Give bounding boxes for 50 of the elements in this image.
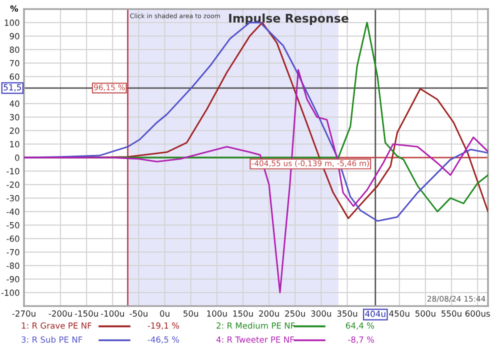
chart-title: Impulse Response <box>229 14 348 25</box>
y-tick-label: 60 <box>10 74 20 80</box>
y-tick-label: -90 <box>6 276 20 282</box>
x-tick-label: 100u <box>207 310 227 317</box>
x-tick-label: 150u <box>233 310 253 317</box>
y-tick-label: -80 <box>6 262 20 269</box>
legend-label: 4: R Tweeter PE NF <box>216 336 294 343</box>
y-tick-label: -20 <box>6 182 20 188</box>
x-tick-label: 300u <box>311 310 332 317</box>
y-tick-label: 100 <box>4 20 20 26</box>
ref-line-label: 51,5 <box>4 84 21 92</box>
x-tick-label: 0u <box>160 310 170 317</box>
y-tick-label: 80 <box>10 46 20 53</box>
y-tick-label: 90 <box>10 33 20 40</box>
legend-label: 1: R Grave PE NF <box>22 322 92 329</box>
text: 64,4 % <box>346 322 374 330</box>
y-tick-label: -10 <box>6 168 20 174</box>
x-tick-label: 250u <box>285 310 305 317</box>
ref-line-label: 404u <box>365 310 386 317</box>
y-tick-label: -60 <box>6 236 20 242</box>
y-tick-label: -30 <box>6 195 20 202</box>
legend-label: 3: R Sub PE NF <box>22 336 82 343</box>
x-tick-label: 200u <box>259 310 279 317</box>
y-axis-title: % <box>10 5 18 12</box>
x-tick-label: -150u <box>74 310 98 317</box>
y-tick-label: -50 <box>6 222 20 228</box>
x-tick-label: -270u <box>12 310 36 317</box>
y-tick-label: -70 <box>6 249 20 256</box>
text: -8,7 % <box>348 336 374 344</box>
y-tick-label: -40 <box>6 208 20 215</box>
y-tick-label: 20 <box>10 128 20 134</box>
y-tick-label: 10 <box>10 141 20 148</box>
x-tick-label: -50u <box>130 310 148 317</box>
y-tick-label: -100 <box>1 290 20 296</box>
text: -46,5 % <box>148 336 180 344</box>
x-tick-label: -100u <box>100 310 124 317</box>
x-tick-label: 550u <box>442 310 462 317</box>
x-tick-label: 500u <box>415 310 436 317</box>
y-tick-label: 40 <box>10 100 20 107</box>
x-tick-label: 600us <box>465 310 490 317</box>
y-tick-label: 70 <box>10 60 20 66</box>
y-tick-label: 30 <box>10 114 20 120</box>
x-tick-label: 50u <box>184 310 198 317</box>
legend-label: 2: R Medium PE NF <box>216 322 295 329</box>
y-tick-label: 0 <box>15 154 20 161</box>
text: -19,1 % <box>148 322 180 330</box>
x-tick-label: 450u <box>389 310 410 317</box>
line-series <box>24 69 488 294</box>
x-tick-label: -200u <box>48 310 72 317</box>
x-tick-label: 350u <box>337 310 358 317</box>
